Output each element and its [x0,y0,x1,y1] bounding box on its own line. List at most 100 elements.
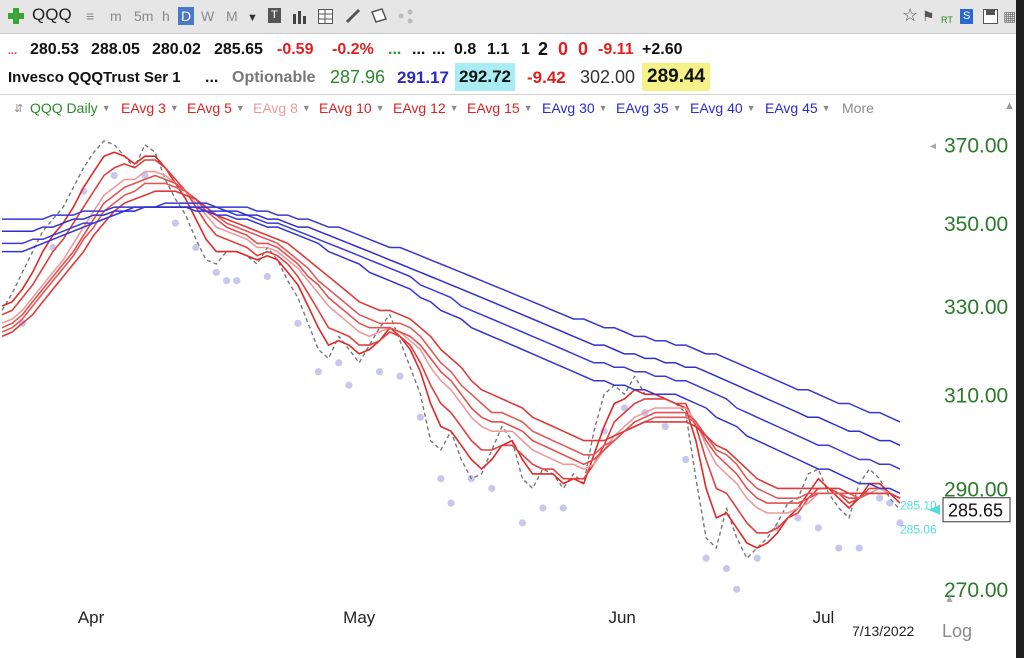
data-point [171,219,180,227]
legend-sort-icon[interactable]: ⇵ [14,103,24,115]
legend-eavg-15[interactable]: EAvg 15 ▼ [467,100,533,116]
data-point [875,494,884,502]
interval-m-month[interactable]: M [226,8,238,24]
separator [0,94,1016,95]
bar-chart-icon[interactable] [292,9,308,29]
data-point [110,171,118,180]
quote-value-6: 0 [578,39,589,59]
settings-icon[interactable]: ▦ [1003,8,1017,24]
data-point [263,272,271,281]
star-icon[interactable]: ☆ [902,5,919,25]
series-line-eavg-35 [2,206,901,470]
legend-eavg-8[interactable]: EAvg 8 ▼ [253,100,311,116]
interval-m[interactable]: m [110,8,122,24]
x-tick-label: May [343,608,376,627]
data-point [661,422,669,431]
data-point [518,519,527,527]
collapse-icon[interactable]: ▲ [1004,100,1015,112]
interval-h[interactable]: h [162,8,170,24]
quote-dots: ... [388,41,402,58]
y-tick-label: 330.00 [944,296,1008,319]
interval-d[interactable]: D [178,7,195,25]
quote-value-7: -9.11 [598,41,634,58]
data-point [222,277,231,285]
legend-more[interactable]: More [842,100,874,116]
last-price-arrow-icon [928,504,940,515]
quote-value-3: 1 [521,41,530,58]
data-point [335,359,343,367]
data-point [835,544,843,552]
symbol-field[interactable]: QQQ [32,5,72,24]
legend-eavg-10[interactable]: EAvg 10 ▼ [319,100,385,116]
series-line-eavg-5 [1,159,901,534]
data-point [702,554,710,562]
legend-eavg-3[interactable]: EAvg 3 ▼ [121,100,179,116]
data-point [722,564,731,573]
legend-main[interactable]: QQQ Daily ▼ [30,100,111,116]
data-point [314,368,322,376]
price-label-upper: 285.10 [900,498,937,512]
quote-dots: ... [412,41,426,58]
chevron-down-icon[interactable]: ▼ [247,12,258,24]
data-point [539,504,547,512]
data-point [437,475,445,483]
data-point [447,499,455,507]
save-icon[interactable] [983,9,998,29]
data-point [233,277,241,285]
toolbar: QQQ ≡ m 5m h D W M ▼ T ☆ ⚑ RT S ▦ [0,0,1024,34]
rt-badge[interactable]: RT [941,15,953,25]
series-line-eavg-45 [2,202,901,423]
share-icon[interactable] [398,9,414,29]
optionable-label: Optionable [232,69,316,86]
data-point [212,268,220,276]
series-line-eavg-10 [1,174,901,504]
data-point [733,585,741,593]
legend-eavg-5[interactable]: EAvg 5 ▼ [187,100,245,116]
quote-dots: ... [8,45,18,57]
pencil-icon[interactable] [345,8,361,29]
window-edge [1016,0,1024,658]
add-icon[interactable] [8,8,24,24]
data-point [794,514,802,522]
data-point [753,554,761,562]
interval-w[interactable]: W [201,8,215,24]
quote2-value-5: 302.00 [580,67,636,87]
quote-value-1: 0.8 [454,41,477,58]
legend-eavg-12[interactable]: EAvg 12 ▼ [393,100,459,116]
data-point [416,413,424,421]
quote-value-2: 1.1 [487,41,510,58]
flag-icon[interactable]: ⚑ [922,8,935,24]
change-value: -0.59 [277,41,314,58]
quote2-value-4: -9.42 [527,68,566,87]
data-point [814,524,822,532]
data-point [682,455,690,464]
legend-eavg-35[interactable]: EAvg 35 ▼ [616,100,682,116]
quote-value-5: 0 [558,39,569,59]
grid-icon[interactable]: ≡ [86,8,95,24]
date-label: 7/13/2022 [852,623,914,639]
x-tick-label: Apr [78,608,105,627]
quote2-value-3: 292.72 [455,63,515,91]
data-point [294,319,302,327]
study-legend: ⇵ QQQ Daily ▼ EAvg 3 ▼ EAvg 5 ▼ EAvg 8 ▼ EAv… [0,97,940,121]
note-icon[interactable] [370,8,388,29]
tools-button[interactable]: T [268,8,281,23]
series-line-eavg-3 [1,151,901,549]
data-point [192,243,200,252]
tick-arrow-icon: ◂ [930,139,936,153]
data-point [345,381,353,389]
series-line-eavg-12 [1,182,901,500]
table-icon[interactable] [318,9,334,29]
interval-5m[interactable]: 5m [134,8,154,24]
s-badge[interactable]: S [960,9,974,24]
open-value: 280.53 [30,41,79,58]
quote-value-8: +2.60 [642,41,683,58]
legend-eavg-40[interactable]: EAvg 40 ▼ [690,100,756,116]
y-tick-label: 370.00 [944,135,1008,158]
legend-eavg-45[interactable]: EAvg 45 ▼ [765,100,831,116]
legend-eavg-30[interactable]: EAvg 30 ▼ [542,100,608,116]
quote-dots: ... [205,69,219,86]
log-scale-button[interactable]: Log [942,621,972,641]
